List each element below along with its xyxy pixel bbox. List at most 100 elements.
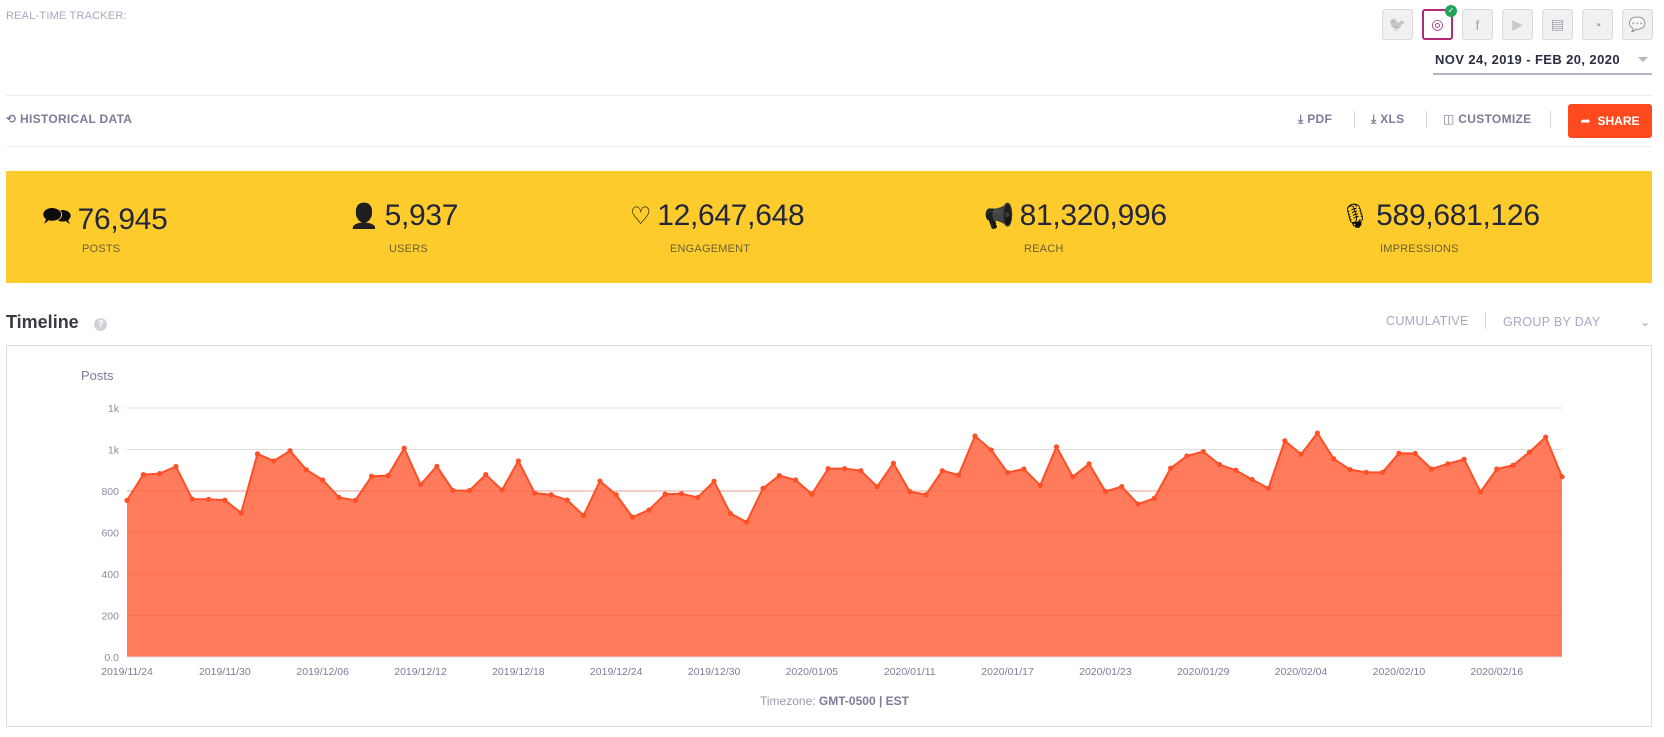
data-point bbox=[629, 514, 636, 520]
download-icon: ⤓ bbox=[1371, 112, 1377, 126]
data-point bbox=[287, 448, 293, 454]
data-point bbox=[711, 478, 717, 484]
kpi-users: 👤 5,937 USERS bbox=[349, 199, 458, 255]
kpi-label: ENGAGEMENT bbox=[670, 243, 751, 255]
kpi-value: 76,945 bbox=[77, 202, 168, 236]
twitter-icon: 🐦 bbox=[1388, 16, 1407, 32]
kpi-label: POSTS bbox=[82, 243, 121, 255]
x-tick-label: 2019/11/30 bbox=[199, 666, 251, 678]
data-point bbox=[222, 497, 228, 503]
help-icon[interactable]: ? bbox=[94, 318, 107, 331]
xls-download-button[interactable]: ⤓ XLS bbox=[1371, 112, 1405, 126]
network-button-facebook[interactable]: f bbox=[1462, 9, 1493, 40]
news-icon: ▤ bbox=[1550, 16, 1565, 32]
selected-check-icon: ✓ bbox=[1445, 5, 1457, 17]
share-button[interactable]: ➦ SHARE bbox=[1568, 104, 1652, 138]
youtube-icon: ▶ bbox=[1512, 16, 1523, 32]
data-point bbox=[401, 445, 407, 451]
data-point bbox=[369, 473, 375, 479]
pdf-download-button[interactable]: ⤓ PDF bbox=[1298, 112, 1333, 126]
data-point bbox=[988, 447, 994, 453]
data-point bbox=[825, 465, 831, 472]
data-point bbox=[532, 490, 538, 496]
data-point bbox=[597, 478, 603, 484]
data-point bbox=[1380, 469, 1386, 475]
x-tick-label: 2019/12/30 bbox=[688, 666, 741, 678]
historical-data-link[interactable]: ⟲ HISTORICAL DATA bbox=[6, 112, 133, 126]
y-axis-title: Posts bbox=[81, 368, 114, 383]
x-tick-label: 2020/02/16 bbox=[1470, 666, 1523, 678]
data-point bbox=[972, 433, 978, 439]
cumulative-toggle[interactable]: CUMULATIVE bbox=[1386, 314, 1469, 328]
heart-icon: ♡ bbox=[630, 202, 652, 230]
data-point bbox=[564, 497, 570, 503]
data-point bbox=[1510, 462, 1516, 468]
network-button-youtube[interactable]: ▶ bbox=[1502, 9, 1533, 40]
data-point bbox=[385, 473, 391, 479]
data-point bbox=[678, 491, 685, 497]
separator bbox=[1485, 312, 1486, 329]
data-point bbox=[613, 492, 619, 498]
network-button-instagram[interactable]: ◎ ✓ bbox=[1422, 5, 1457, 40]
data-point bbox=[1428, 466, 1435, 472]
kpi-summary-band: 🗪 76,945 POSTS 👤 5,937 USERS ♡ 12,647,648 ENGAGE… bbox=[6, 171, 1652, 283]
data-point bbox=[271, 458, 277, 464]
data-point bbox=[434, 463, 440, 469]
network-button-twitter[interactable]: 🐦 bbox=[1382, 9, 1413, 40]
x-tick-label: 2020/01/17 bbox=[981, 666, 1034, 678]
data-point bbox=[760, 485, 766, 491]
data-point bbox=[548, 492, 554, 498]
kpi-value: 12,647,648 bbox=[657, 199, 805, 232]
data-point bbox=[1119, 484, 1125, 490]
data-point bbox=[483, 472, 489, 478]
network-button-forums[interactable]: 💬 bbox=[1622, 9, 1653, 40]
data-point bbox=[1151, 495, 1157, 501]
chevron-down-icon: ⌄ bbox=[1639, 315, 1651, 329]
data-point bbox=[466, 487, 473, 494]
data-point bbox=[1004, 469, 1011, 476]
data-point bbox=[1494, 466, 1500, 472]
data-point bbox=[303, 467, 309, 473]
data-point bbox=[1021, 466, 1027, 472]
instagram-icon: ◎ bbox=[1431, 16, 1444, 32]
x-tick-label: 2020/01/11 bbox=[884, 666, 936, 678]
x-tick-label: 2019/11/24 bbox=[101, 666, 153, 678]
x-tick-label: 2019/12/18 bbox=[492, 666, 545, 678]
x-tick-label: 2020/02/04 bbox=[1275, 666, 1328, 678]
kpi-posts: 🗪 76,945 POSTS bbox=[42, 199, 168, 256]
data-point bbox=[124, 497, 130, 503]
data-point bbox=[320, 477, 326, 483]
data-point bbox=[580, 512, 587, 519]
data-point bbox=[792, 477, 799, 483]
data-point bbox=[646, 507, 652, 513]
megaphone-icon: 📢 bbox=[984, 202, 1014, 230]
y-tick-label: 0.0 bbox=[104, 652, 119, 664]
data-point bbox=[515, 458, 521, 464]
data-point bbox=[776, 473, 782, 479]
divider bbox=[6, 95, 1652, 96]
customize-button[interactable]: ◫ CUSTOMIZE bbox=[1443, 112, 1532, 126]
group-by-select[interactable]: GROUP BY DAY ⌄ bbox=[1503, 315, 1651, 329]
network-button-rss[interactable]: ◔ bbox=[1582, 9, 1613, 40]
data-point bbox=[1102, 488, 1109, 495]
data-point bbox=[1526, 449, 1532, 455]
data-point bbox=[1249, 476, 1255, 483]
y-tick-label: 600 bbox=[101, 528, 119, 540]
kpi-reach: 📢 81,320,996 REACH bbox=[984, 199, 1167, 255]
kpi-label: REACH bbox=[1024, 243, 1064, 255]
data-point bbox=[1331, 456, 1337, 462]
data-point bbox=[809, 491, 815, 497]
data-point bbox=[1347, 467, 1353, 473]
rss-icon: ◔ bbox=[1593, 16, 1602, 33]
network-button-news[interactable]: ▤ bbox=[1542, 9, 1573, 40]
data-point bbox=[841, 465, 848, 472]
data-point bbox=[923, 492, 929, 498]
divider bbox=[6, 146, 1652, 147]
kpi-value: 81,320,996 bbox=[1019, 199, 1167, 232]
data-point bbox=[238, 510, 244, 516]
date-range-picker[interactable]: NOV 24, 2019 - FEB 20, 2020 bbox=[1433, 52, 1652, 75]
x-tick-label: 2020/01/29 bbox=[1177, 666, 1230, 678]
data-point bbox=[1543, 434, 1549, 440]
data-point bbox=[205, 496, 212, 502]
